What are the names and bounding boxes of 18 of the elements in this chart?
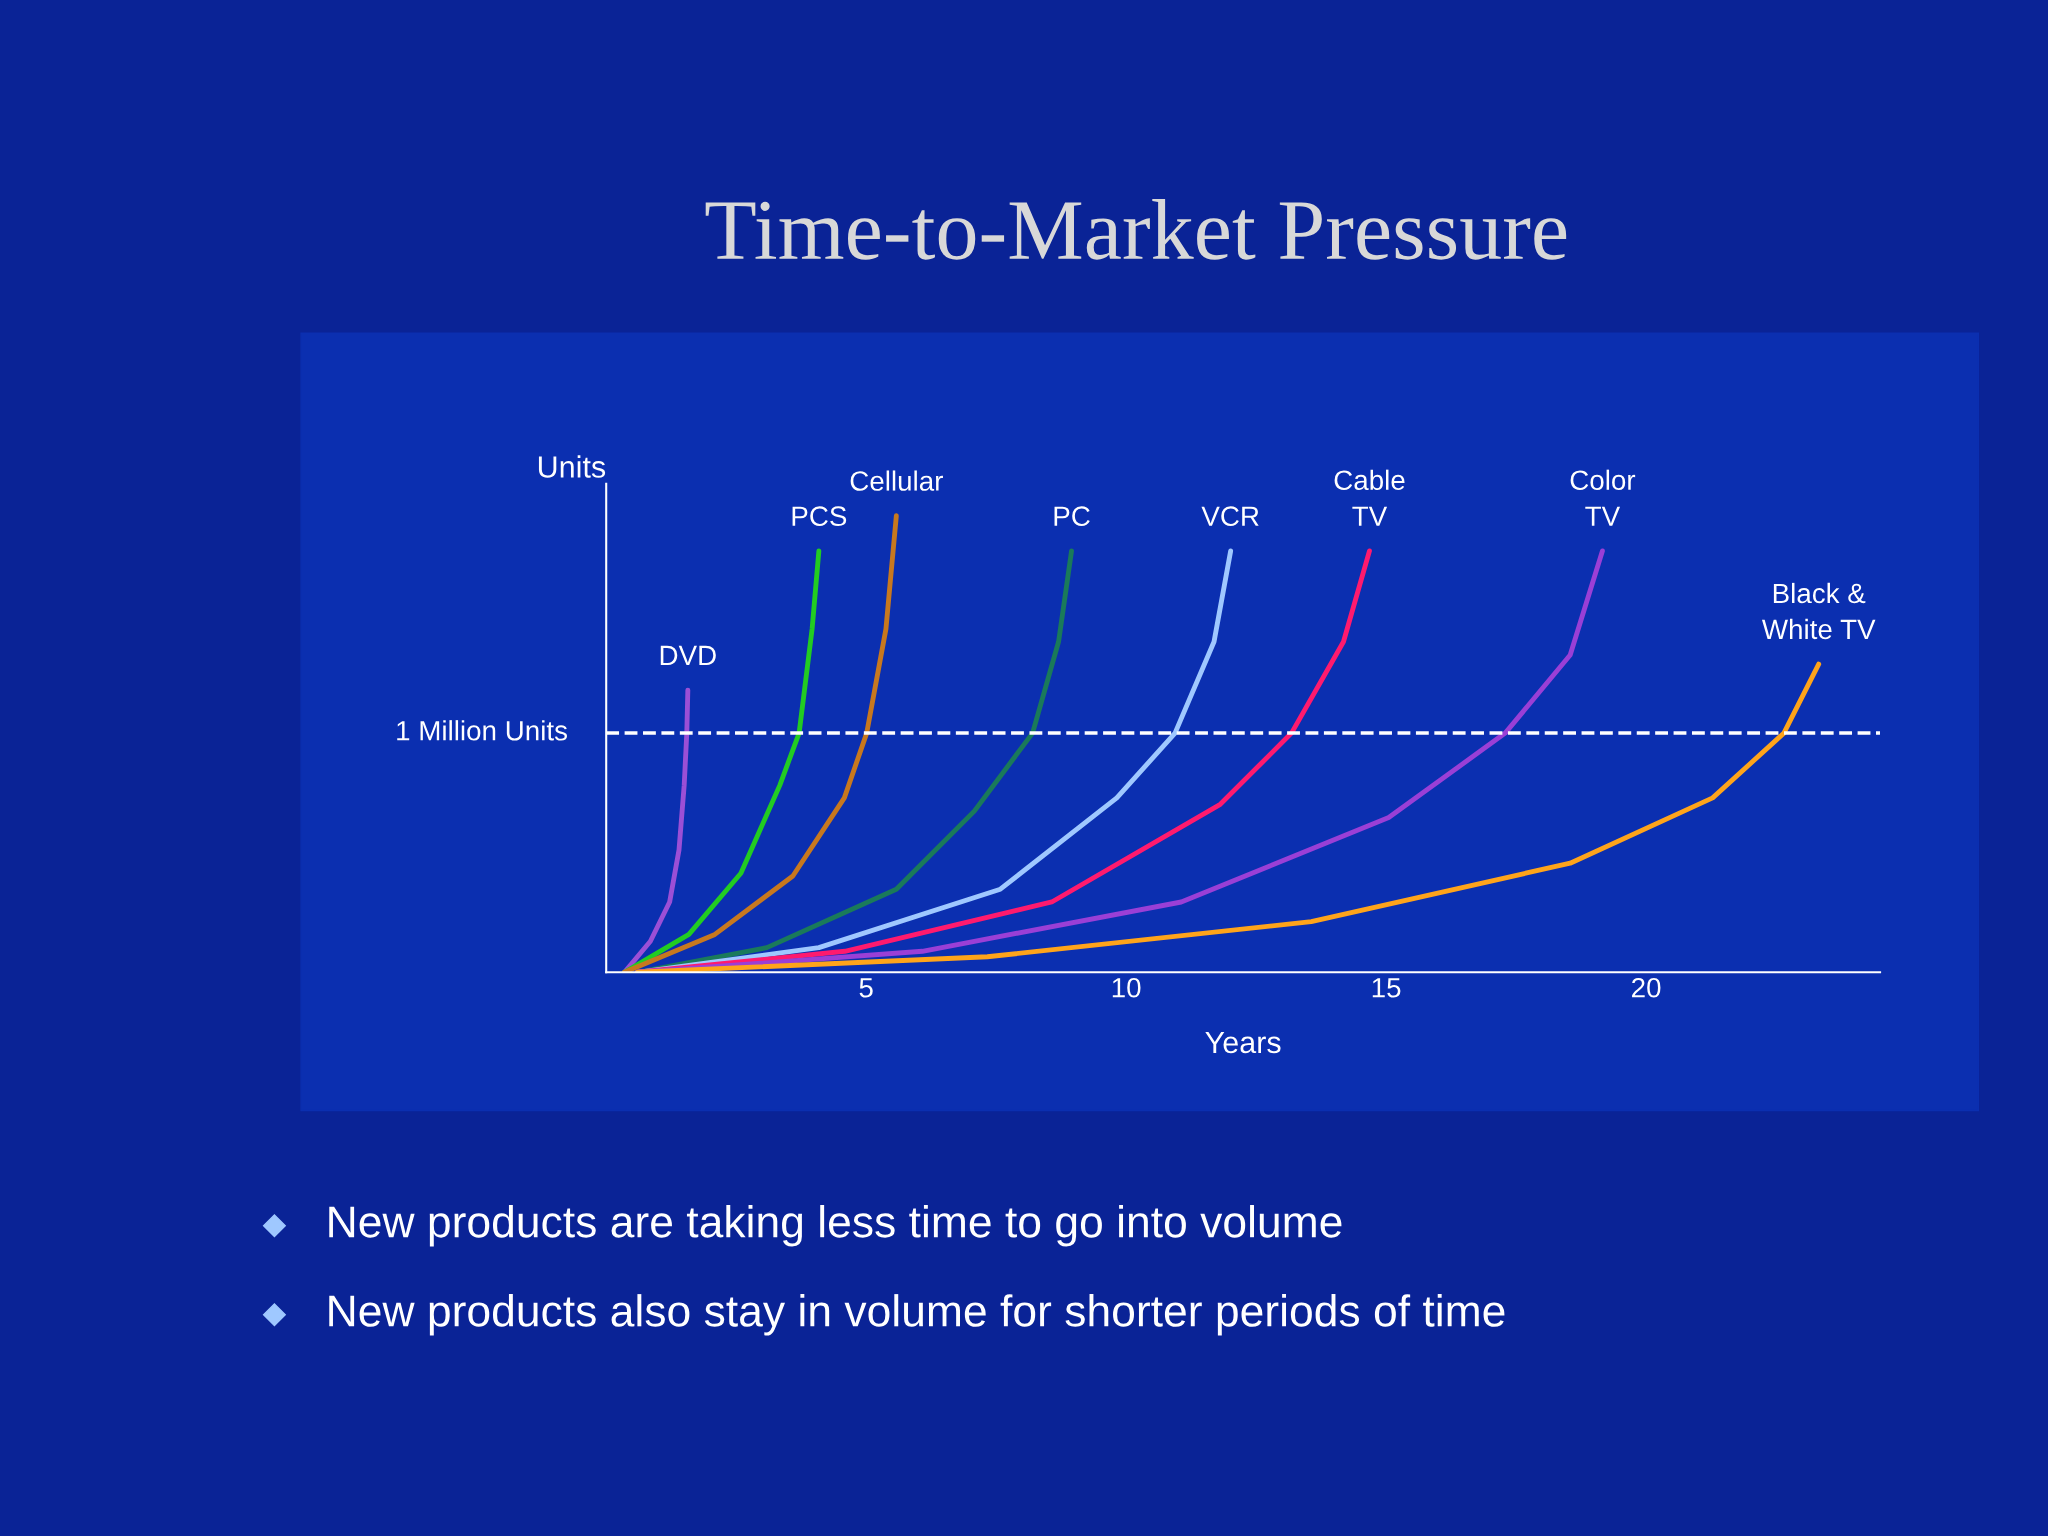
series-label: Cellular — [850, 470, 943, 491]
x-tick-label: 5 — [859, 978, 873, 998]
series-label: DVD — [660, 645, 716, 665]
series-label: VCR — [1201, 506, 1259, 527]
chart-title: Time-to-Market Pressure — [705, 199, 1567, 260]
x-tick-label: 10 — [1112, 977, 1141, 998]
x-axis-title: Years — [1205, 1031, 1281, 1054]
text: New products are taking less time to go into volume — [329, 1205, 1342, 1247]
series-label: PC — [1054, 506, 1090, 527]
x-tick-label: 15 — [1372, 978, 1401, 998]
x-tick-label: 20 — [1632, 977, 1661, 998]
y-axis-title: Units — [538, 455, 606, 478]
series-label: Color TV — [1570, 469, 1636, 526]
series-label: Cable TV — [1334, 469, 1405, 526]
ref-line-label: 1 Million Units — [397, 720, 567, 741]
series-label: Black & White TV — [1761, 582, 1876, 640]
series-label: PCS — [792, 506, 847, 527]
text: New products also stay in volume for shorter periods of time — [329, 1294, 1505, 1336]
